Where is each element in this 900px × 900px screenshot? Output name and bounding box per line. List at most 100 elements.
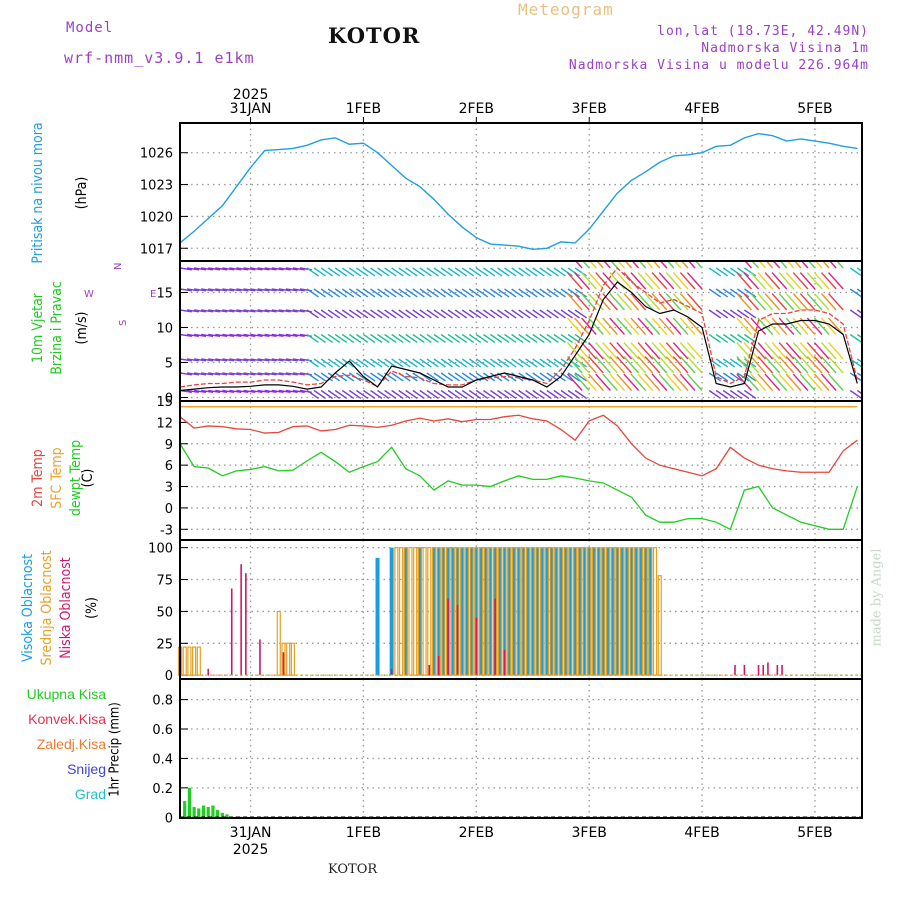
high-cloud-bar <box>469 547 474 676</box>
high-cloud-bar <box>479 547 484 676</box>
bottom-day-label: 3FEB <box>571 825 606 841</box>
wind-barb <box>497 389 510 399</box>
wind-barb <box>292 309 305 313</box>
wind-barb <box>440 288 453 298</box>
wind-barb <box>665 272 682 290</box>
wind-barb <box>744 261 752 269</box>
panel-frame <box>179 122 863 262</box>
wind-barb <box>426 309 439 319</box>
wind-barb <box>764 373 781 391</box>
mid-cloud-bar <box>587 547 592 676</box>
wind-barb <box>786 261 795 269</box>
wind-barb <box>744 333 757 343</box>
wind-barb <box>652 261 661 269</box>
wind-barb <box>694 261 703 269</box>
high-cloud-bar <box>601 547 606 676</box>
ytick-label: 25 <box>156 637 173 652</box>
high-cloud-bar <box>436 547 441 676</box>
wind-barb <box>447 309 461 319</box>
wind-barb <box>186 333 200 337</box>
wind-barb <box>370 389 383 399</box>
wind-barb <box>313 389 326 399</box>
ytick-label: 1017 <box>140 242 173 257</box>
wind-barb <box>433 358 446 368</box>
wind-barb <box>419 288 432 298</box>
wind-barb <box>285 389 298 393</box>
wind-barb <box>475 333 489 343</box>
wind-barb <box>546 333 559 343</box>
wind-barb <box>630 293 647 311</box>
wind-barb <box>609 342 625 360</box>
wind-barb <box>658 342 675 360</box>
wind-barb <box>250 288 263 292</box>
wind-barb <box>744 288 757 298</box>
wind-barb <box>539 389 552 399</box>
wind-barb <box>595 317 611 335</box>
wind-barb <box>285 358 298 362</box>
wind-barb <box>208 309 221 313</box>
wind-barb <box>651 293 668 311</box>
wind-barb <box>757 317 774 335</box>
wind-barb <box>637 293 654 311</box>
wind-barb <box>623 342 640 360</box>
high-cloud-bar <box>568 547 573 676</box>
wind-barb <box>271 309 284 313</box>
wind-barb <box>419 389 432 399</box>
high-cloud-bar <box>634 547 639 676</box>
wind-barb <box>468 389 482 399</box>
wind-barb <box>828 373 844 391</box>
wind-barb <box>856 389 862 395</box>
wind-barb <box>539 358 552 368</box>
mid-cloud-bar <box>413 547 418 676</box>
wind-barb <box>672 272 689 290</box>
wind-barb <box>539 288 552 298</box>
wind-barb <box>440 333 453 343</box>
wind-barb <box>582 261 590 269</box>
ytick-label: 0 <box>165 392 173 407</box>
wind-barb <box>736 272 752 290</box>
wind-barb <box>468 309 482 319</box>
ytick-label: 0.8 <box>152 694 173 709</box>
wind-barb <box>250 333 263 337</box>
wind-barb <box>849 309 862 319</box>
wind-barb <box>553 389 566 399</box>
wind-barb <box>398 288 411 298</box>
wind-barb <box>461 309 475 319</box>
mid-cloud-bar <box>290 642 295 676</box>
wind-barb <box>644 356 661 374</box>
high-cloud-bar <box>530 547 535 676</box>
wind-barb <box>180 372 192 376</box>
wind-barb <box>355 372 369 382</box>
wind-barb <box>250 358 263 362</box>
wind-barb <box>490 333 503 343</box>
wind-barb <box>355 389 369 399</box>
wind-barb <box>686 373 703 391</box>
wind-barb <box>686 272 703 290</box>
wind-barb <box>440 389 453 399</box>
wind-barb <box>581 317 597 335</box>
wind-barb <box>194 309 207 313</box>
wind-barb <box>511 358 524 368</box>
wind-barb <box>391 333 404 343</box>
wind-barb <box>419 309 432 319</box>
wind-barb <box>553 267 566 277</box>
wind-barb <box>490 389 503 399</box>
wind-barb <box>243 372 256 376</box>
high-cloud-bar <box>624 547 629 676</box>
wind-barb <box>574 356 590 374</box>
wind-barb <box>560 267 573 277</box>
wind-barb <box>849 358 862 368</box>
wind-barb <box>419 267 432 277</box>
wind-barb <box>686 317 703 335</box>
wind-barb <box>546 309 559 319</box>
wind-barb <box>828 317 844 335</box>
wind-barb <box>679 373 696 391</box>
wind-barb <box>638 261 647 269</box>
wind-barb <box>201 309 214 313</box>
wind-barb <box>828 261 837 269</box>
ytick-label: -3 <box>160 523 173 538</box>
wind-barb <box>532 267 545 277</box>
precip-bar <box>192 806 196 818</box>
wind-barb <box>560 288 573 298</box>
wind-barb <box>637 317 654 335</box>
